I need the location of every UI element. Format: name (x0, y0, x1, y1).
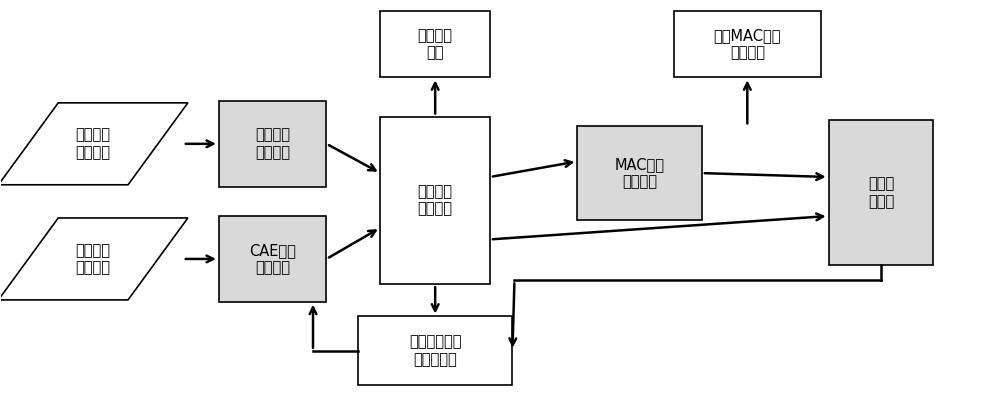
Polygon shape (0, 103, 188, 185)
Text: 模型修
正模块: 模型修 正模块 (868, 176, 894, 209)
FancyBboxPatch shape (577, 126, 702, 220)
Text: MAC矩阵
计算模块: MAC矩阵 计算模块 (615, 157, 665, 189)
Text: CAE数据
导入模块: CAE数据 导入模块 (249, 243, 296, 275)
FancyBboxPatch shape (829, 120, 933, 265)
FancyBboxPatch shape (219, 101, 326, 187)
FancyBboxPatch shape (219, 216, 326, 302)
Text: 有限元模型更
新求解模块: 有限元模型更 新求解模块 (409, 334, 461, 367)
Text: 三维显示
模块: 三维显示 模块 (418, 28, 453, 61)
FancyBboxPatch shape (380, 11, 490, 77)
Polygon shape (0, 218, 188, 300)
FancyBboxPatch shape (674, 11, 821, 77)
FancyBboxPatch shape (358, 316, 512, 385)
Text: 模态虚拟
试验数据: 模态虚拟 试验数据 (76, 243, 111, 275)
Text: 三维MAC矩阵
显示模块: 三维MAC矩阵 显示模块 (714, 28, 781, 61)
Text: 试验数据
导入模块: 试验数据 导入模块 (255, 128, 290, 160)
FancyBboxPatch shape (380, 116, 490, 284)
Text: 模态实物
试验数据: 模态实物 试验数据 (76, 128, 111, 160)
Text: 核心数据
结构模块: 核心数据 结构模块 (418, 184, 453, 217)
